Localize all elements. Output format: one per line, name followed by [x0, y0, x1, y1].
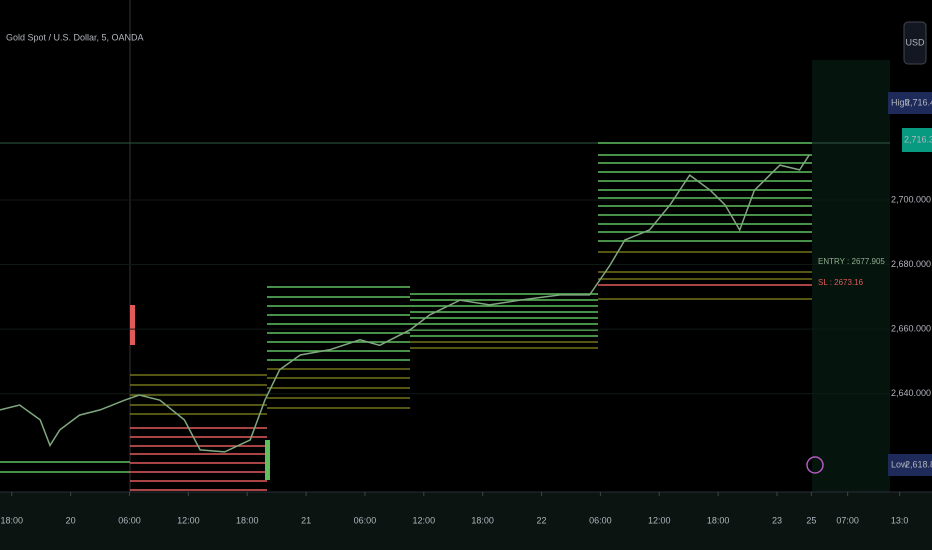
entry-label: ENTRY : 2677.905	[818, 257, 885, 266]
chart-title: Gold Spot / U.S. Dollar, 5, OANDA	[6, 32, 144, 42]
x-tick-label: 12:00	[177, 515, 200, 525]
x-tick-label: 21	[301, 515, 311, 525]
y-tick-label: 2,680.000	[891, 259, 931, 269]
x-tick-label: 23	[772, 515, 782, 525]
low-label: Low	[891, 459, 908, 469]
x-tick-label: 07:00	[836, 515, 859, 525]
time-axis-bg	[0, 492, 932, 550]
x-tick-label: 12:00	[413, 515, 436, 525]
price-line	[0, 154, 811, 453]
x-tick-label: 18:00	[471, 515, 494, 525]
y-tick-label: 2,640.000	[891, 388, 931, 398]
high-value: 2,716.400	[905, 97, 932, 107]
high-label: High	[891, 97, 910, 107]
currency: USD	[905, 37, 925, 47]
currency-button[interactable]	[903, 21, 927, 65]
alert-icon[interactable]	[806, 456, 824, 474]
y-tick-label: 2,700.000	[891, 194, 931, 204]
x-tick-label: 18:00	[1, 515, 24, 525]
x-tick-label: 12:00	[648, 515, 671, 525]
x-tick-label: 13:0	[891, 515, 909, 525]
x-tick-label: 06:00	[354, 515, 377, 525]
high-tag	[888, 92, 932, 114]
last-value: 2,716.335	[904, 134, 932, 144]
forecast-zone	[812, 60, 890, 492]
low-tag	[888, 454, 932, 476]
x-tick-label: 18:00	[707, 515, 730, 525]
x-tick-label: 20	[66, 515, 76, 525]
x-tick-label: 22	[537, 515, 547, 525]
signal-marker	[130, 305, 135, 345]
x-tick-label: 25	[806, 515, 816, 525]
x-tick-label: 18:00	[236, 515, 259, 525]
x-tick-label: 06:00	[589, 515, 612, 525]
last-tag	[902, 128, 932, 152]
y-tick-label: 2,660.000	[891, 324, 931, 334]
signal-marker	[265, 440, 270, 480]
x-tick-label: 06:00	[118, 515, 141, 525]
low-value: 2,618.890	[905, 459, 932, 469]
sl-label: SL : 2673.16	[818, 278, 864, 287]
level-boxes	[0, 142, 812, 491]
